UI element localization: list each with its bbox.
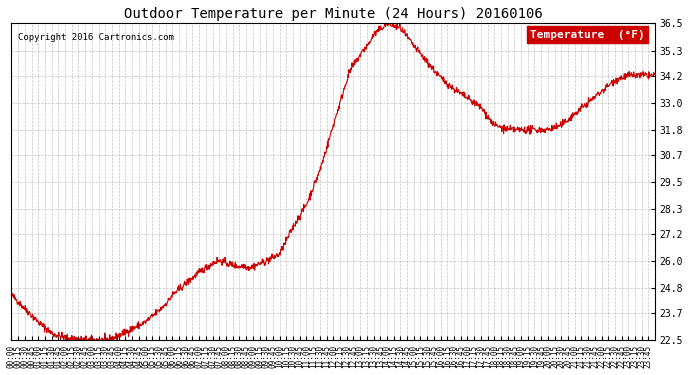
Text: Copyright 2016 Cartronics.com: Copyright 2016 Cartronics.com <box>18 33 174 42</box>
Text: Temperature  (°F): Temperature (°F) <box>531 30 645 40</box>
Title: Outdoor Temperature per Minute (24 Hours) 20160106: Outdoor Temperature per Minute (24 Hours… <box>124 7 542 21</box>
